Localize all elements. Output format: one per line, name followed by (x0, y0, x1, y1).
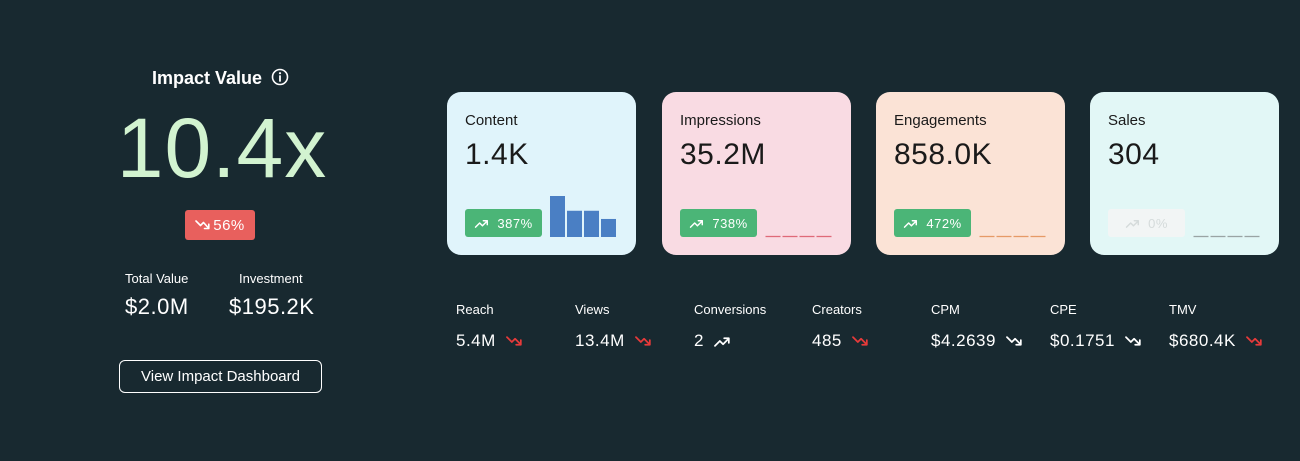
metric-creators: 485 (812, 331, 869, 351)
kpi-card-value: 304 (1108, 138, 1160, 171)
trending-down-icon (505, 335, 522, 346)
metric-label-cpe: CPE (1050, 302, 1077, 317)
kpi-card-impressions[interactable]: Impressions 35.2M 738% (662, 92, 851, 255)
kpi-card-label: Content (465, 112, 518, 129)
kpi-change-badge: 387% (465, 209, 542, 237)
kpi-card-value: 858.0K (894, 138, 993, 171)
metric-label-views: Views (575, 302, 610, 317)
kpi-card-label: Engagements (894, 112, 987, 129)
metric-value: $0.1751 (1050, 331, 1115, 350)
impact-value: 10.4x (116, 101, 328, 195)
kpi-change-badge: 0% (1108, 209, 1185, 237)
kpi-change-value: 472% (926, 215, 962, 231)
impact-panel: Impact Value 10.4x 56% Total Value $2.0M… (0, 0, 440, 461)
metric-value: 485 (812, 331, 842, 350)
metric-value: 5.4M (456, 331, 496, 350)
sparkline-chart (550, 196, 616, 237)
view-impact-dashboard-button[interactable]: View Impact Dashboard (119, 360, 322, 393)
metric-label-cpm: CPM (931, 302, 960, 317)
trending-down-icon (1125, 335, 1141, 346)
kpi-card-engagements[interactable]: Engagements 858.0K 472% (876, 92, 1065, 255)
trending-down-icon (195, 220, 210, 230)
metric-label-creators: Creators (812, 302, 862, 317)
kpi-change-badge: 472% (894, 209, 971, 237)
trending-down-icon (1245, 335, 1262, 346)
sparkline-chart (765, 235, 832, 238)
kpi-card-sales[interactable]: Sales 304 0% (1090, 92, 1279, 255)
metric-value: $680.4K (1169, 331, 1236, 350)
kpi-card-content[interactable]: Content 1.4K 387% (447, 92, 636, 255)
metric-value: 13.4M (575, 331, 625, 350)
metric-tmv: $680.4K (1169, 331, 1263, 351)
kpi-card-value: 1.4K (465, 138, 529, 171)
trending-down-icon (634, 335, 651, 346)
metric-cpe: $0.1751 (1050, 331, 1142, 351)
info-circle-icon[interactable] (270, 67, 290, 87)
trending-down-icon (1006, 335, 1022, 346)
sparkline-bar (601, 218, 616, 237)
kpi-change-value: 738% (712, 215, 748, 231)
impact-change-badge: 56% (185, 210, 255, 240)
trending-up-icon (1125, 219, 1140, 228)
kpi-change-badge: 738% (680, 209, 757, 237)
trending-up-icon (904, 219, 918, 228)
metric-label-reach: Reach (456, 302, 494, 317)
metric-value: $4.2639 (931, 331, 996, 350)
kpi-card-value: 35.2M (680, 138, 766, 171)
metric-value: 2 (694, 331, 704, 350)
kpi-change-value: 0% (1148, 215, 1168, 231)
sparkline-chart (979, 235, 1046, 238)
impact-title: Impact Value (152, 68, 263, 88)
impact-change-value: 56% (213, 216, 245, 234)
metric-views: 13.4M (575, 331, 652, 351)
investment-value: $195.2K (229, 294, 315, 319)
metric-reach: 5.4M (456, 331, 523, 351)
trending-down-icon (851, 335, 868, 346)
sparkline-bar (567, 210, 582, 237)
total-value-label: Total Value (125, 271, 189, 286)
kpi-change-value: 387% (497, 215, 533, 231)
metric-cpm: $4.2639 (931, 331, 1023, 351)
metric-label-tmv: TMV (1169, 302, 1197, 317)
kpi-card-label: Sales (1108, 112, 1146, 129)
sparkline-bar (550, 196, 565, 237)
total-value: $2.0M (125, 294, 189, 319)
metric-label-conversions: Conversions (694, 302, 767, 317)
sparkline-chart (1193, 235, 1260, 238)
trending-up-icon (690, 219, 704, 228)
kpi-card-label: Impressions (680, 112, 761, 129)
trending-up-icon (475, 219, 489, 228)
trending-up-icon (714, 336, 730, 347)
sparkline-bar (584, 210, 599, 237)
investment-label: Investment (239, 271, 303, 286)
metric-conversions: 2 (694, 331, 731, 351)
